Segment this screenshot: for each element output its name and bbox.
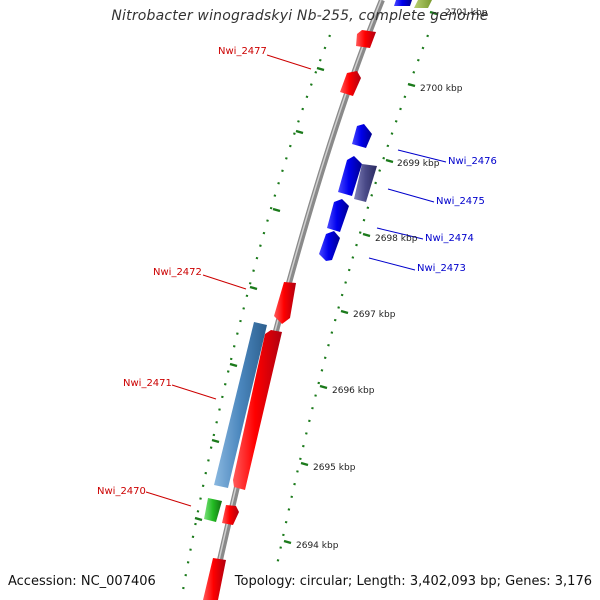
tick-2695 (300, 461, 309, 467)
gene-purple-shape[interactable] (354, 164, 377, 202)
length-label: Length: (356, 574, 406, 589)
accession-info: Accession: NC_007406 (8, 574, 156, 589)
gene-shapes (203, 0, 432, 600)
gene-nwi-2476-shape[interactable] (352, 124, 372, 148)
genome-stats: Topology: circular; Length: 3,402,093 bp… (234, 574, 592, 589)
inner-tick-track (274, 34, 430, 571)
gene-label-nwi-2476[interactable]: Nwi_2476 (448, 156, 497, 167)
gene-nwi-2477-shape[interactable] (340, 71, 361, 96)
gene-nwi-2474-shape[interactable] (327, 199, 349, 232)
major-ticks (283, 10, 438, 545)
accession-label: Accession: (8, 574, 77, 589)
gene-bottom-red[interactable] (203, 558, 226, 600)
topology-value: circular (299, 574, 348, 589)
gene-label-nwi-2475[interactable]: Nwi_2475 (436, 196, 485, 207)
gene-label-nwi-2474[interactable]: Nwi_2474 (425, 233, 474, 244)
tick-2699 (385, 158, 394, 164)
gene-nwi-2470-shape[interactable] (222, 505, 239, 525)
accession-value: NC_007406 (80, 574, 156, 589)
scale-label-2696: 2696 kbp (332, 386, 375, 396)
gene-nwi-2475-shape[interactable] (338, 156, 362, 196)
tick-2694 (283, 539, 292, 545)
tick-2701 (429, 10, 438, 16)
length-value: 3,402,093 bp (409, 574, 497, 589)
gene-label-nwi-2470[interactable]: Nwi_2470 (97, 486, 146, 497)
gene-label-nwi-2472[interactable]: Nwi_2472 (153, 267, 202, 278)
gene-label-nwi-2471[interactable]: Nwi_2471 (123, 378, 172, 389)
tick-2700 (407, 82, 416, 88)
scale-label-2694: 2694 kbp (296, 541, 339, 551)
gene-label-nwi-2477[interactable]: Nwi_2477 (218, 46, 267, 57)
gene-nwi-2473-shape[interactable] (319, 231, 340, 261)
chromosome-backbone-highlight (209, 0, 382, 600)
label-leaders (145, 54, 447, 507)
tick-2696 (319, 384, 328, 390)
gene-label-nwi-2473[interactable]: Nwi_2473 (417, 263, 466, 274)
topology-label: Topology: (234, 574, 296, 589)
gene-nwi-2472-shape[interactable] (274, 282, 296, 324)
gene-green-shape[interactable] (204, 498, 222, 522)
scale-label-2695: 2695 kbp (313, 463, 356, 473)
scale-label-2699: 2699 kbp (397, 159, 440, 169)
outer-major-ticks (194, 66, 325, 522)
genes-value: 3,176 (554, 574, 592, 589)
gene-top-red[interactable] (356, 30, 376, 48)
page-title: Nitrobacter winogradskyi Nb-255, complet… (111, 8, 489, 24)
gene-top-blue[interactable] (394, 0, 412, 6)
chromosome-backbone (208, 0, 385, 600)
scale-label-2700: 2700 kbp (420, 84, 463, 94)
gene-nwi-2471-shape[interactable] (233, 330, 282, 490)
genes-label: Genes: (505, 574, 551, 589)
gene-top-olive[interactable] (414, 0, 432, 8)
scale-label-2701: 2701 kbp (445, 8, 488, 18)
tick-2697 (340, 309, 349, 315)
scale-label-2698: 2698 kbp (375, 234, 418, 244)
tick-2698 (362, 232, 371, 238)
gene-operon-bar[interactable] (214, 322, 267, 488)
scale-label-2697: 2697 kbp (353, 310, 396, 320)
outer-tick-track (181, 34, 332, 591)
